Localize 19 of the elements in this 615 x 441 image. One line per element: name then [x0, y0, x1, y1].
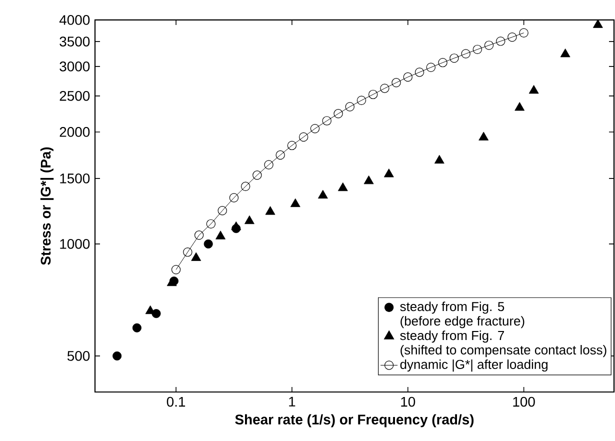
annotation: (before edge fracture)	[400, 316, 524, 328]
y-tick-label: 1000	[60, 239, 90, 249]
y-tick-label: 2500	[60, 90, 90, 101]
x-tick-label: 10	[401, 396, 416, 407]
y-tick-label: 2000	[60, 127, 90, 137]
legend-label: steady from Fig. 5	[400, 302, 504, 314]
y-tick-label: 3500	[60, 36, 90, 47]
legend-label: steady from Fig. 7	[400, 330, 504, 343]
y-tick-label: 4000	[59, 15, 90, 25]
legend-label: dynamic |G*| after loading	[400, 359, 548, 372]
y-axis-title: Stress or |G*| (Pa)	[40, 147, 54, 265]
x-tick-label: 1	[289, 396, 296, 406]
x-tick-label: 100	[513, 396, 535, 407]
x-axis-title: Shear rate (1/s) or Frequency (rad/s)	[235, 414, 474, 428]
annotation: (shifted to compensate contact loss)	[400, 345, 606, 358]
x-tick-label: 0.1	[166, 396, 186, 407]
y-tick-label: 3000	[60, 62, 90, 72]
y-tick-label: 500	[67, 350, 90, 361]
y-tick-label: 1500	[60, 174, 90, 184]
